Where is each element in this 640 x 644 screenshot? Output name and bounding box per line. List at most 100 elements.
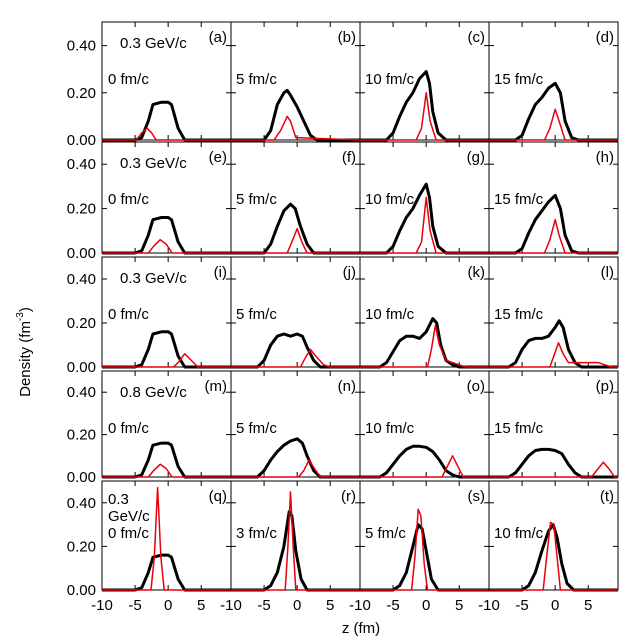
black-density-line — [489, 523, 618, 592]
time-label: 10 fm/c — [365, 420, 415, 437]
red-density-line — [102, 486, 231, 591]
x-tick-label: -10 — [349, 597, 371, 614]
black-density-line — [231, 437, 360, 479]
x-tick-label: 5 — [584, 597, 592, 614]
red-density-line — [231, 227, 360, 254]
black-density-line — [360, 182, 489, 255]
time-label: 10 fm/c — [365, 191, 415, 208]
y-axis-title-main: Density (fm — [17, 321, 34, 397]
red-density-line — [231, 348, 360, 368]
panel-g: (g) 10 fm/c — [359, 141, 490, 255]
panel-l: (l) 15 fm/c — [488, 256, 619, 369]
panel-label: (q) — [209, 488, 227, 505]
red-density-line — [360, 196, 489, 254]
y-axis-title: Density (fm-3) — [15, 307, 34, 397]
panel-s: -10 -5 0 5 (s) 5 fm/c — [349, 480, 490, 614]
momentum-label: GeV/c — [108, 508, 150, 525]
panel-o: (o) 10 fm/c — [359, 370, 490, 479]
x-tick-label: -10 — [220, 597, 242, 614]
red-density-line — [360, 324, 489, 368]
y-tick-label: 0.20 — [67, 315, 96, 332]
y-tick-label: 0.40 — [67, 495, 96, 512]
red-density-line — [360, 92, 489, 141]
black-density-line — [360, 70, 489, 142]
black-density-line — [231, 332, 360, 369]
time-label: 5 fm/c — [236, 420, 277, 437]
black-density-line — [489, 319, 618, 369]
time-label: 15 fm/c — [494, 306, 544, 323]
panel-label: (g) — [467, 149, 485, 166]
panel-label: (s) — [468, 488, 486, 505]
panel-p: (p) 15 fm/c — [488, 370, 619, 479]
red-density-line — [489, 108, 618, 141]
y-tick-label: 0.40 — [67, 38, 96, 55]
y-tick-label: 0.40 — [67, 156, 96, 173]
panel-label: (i) — [214, 264, 227, 281]
x-tick-label: 5 — [455, 597, 463, 614]
red-density-line — [489, 461, 618, 478]
time-label: 10 fm/c — [365, 71, 415, 88]
time-label: 5 fm/c — [236, 306, 277, 323]
panel-label: (n) — [338, 378, 356, 395]
panel-label: (f) — [342, 149, 356, 166]
time-label: 0 fm/c — [108, 306, 149, 323]
panel-label: (d) — [596, 29, 614, 46]
y-tick-label: 0.40 — [67, 384, 96, 401]
time-label: 15 fm/c — [494, 191, 544, 208]
red-density-line — [231, 491, 360, 591]
time-label: 3 fm/c — [236, 525, 277, 542]
panel-i: 0.00 0.20 0.40 (i) 0.3 GeV/c 0 fm/c — [67, 256, 232, 376]
red-density-line — [360, 455, 489, 478]
panel-label: (p) — [596, 378, 614, 395]
black-density-line — [360, 317, 489, 369]
x-tick-label: 0 — [551, 597, 559, 614]
x-tick-label: 5 — [197, 597, 205, 614]
panel-d: (d) 15 fm/c — [488, 21, 619, 142]
y-axis-title-close: ) — [17, 307, 34, 312]
red-density-line — [489, 218, 618, 254]
panel-label: (c) — [468, 29, 486, 46]
panel-frame — [488, 256, 619, 368]
y-tick-label: 0.00 — [67, 582, 96, 599]
black-density-line — [102, 553, 231, 592]
x-tick-label: -5 — [128, 597, 141, 614]
x-tick-label: -10 — [478, 597, 500, 614]
red-density-line — [489, 342, 618, 368]
momentum-label: 0.8 GeV/c — [120, 384, 187, 401]
panel-label: (j) — [343, 264, 356, 281]
time-label: 0 fm/c — [108, 420, 149, 437]
panel-label: (m) — [205, 378, 228, 395]
panel-m: 0.00 0.20 0.40 (m) 0.8 GeV/c 0 fm/c — [67, 370, 232, 486]
panel-label: (l) — [601, 264, 614, 281]
y-tick-label: 0.00 — [67, 359, 96, 376]
x-tick-label: -5 — [257, 597, 270, 614]
panel-label: (e) — [209, 149, 227, 166]
time-label: 0 fm/c — [108, 71, 149, 88]
panel-label: (k) — [468, 264, 486, 281]
red-density-line — [231, 459, 360, 478]
black-density-line — [102, 330, 231, 369]
red-density-line — [360, 508, 489, 591]
panel-frame — [488, 480, 619, 591]
black-density-line — [489, 447, 618, 479]
momentum-label: 0.3 — [108, 491, 129, 508]
red-density-line — [102, 127, 231, 141]
black-density-line — [360, 444, 489, 479]
black-density-line — [360, 523, 489, 592]
x-tick-label: 5 — [326, 597, 334, 614]
x-tick-label: 0 — [293, 597, 301, 614]
black-density-line — [102, 441, 231, 479]
black-density-line — [102, 100, 231, 142]
red-density-line — [102, 238, 231, 254]
y-tick-label: 0.00 — [67, 245, 96, 262]
red-density-line — [102, 463, 231, 478]
panel-a: 0.00 0.20 0.40 (a) 0.3 GeV/c 0 fm/c — [67, 21, 232, 149]
black-density-line — [102, 216, 231, 255]
panel-label: (b) — [338, 29, 356, 46]
x-axis-title: z (fm) — [342, 620, 380, 637]
panel-frame — [488, 21, 619, 141]
y-tick-label: 0.20 — [67, 538, 96, 555]
time-label: 5 fm/c — [236, 71, 277, 88]
time-label: 15 fm/c — [494, 71, 544, 88]
